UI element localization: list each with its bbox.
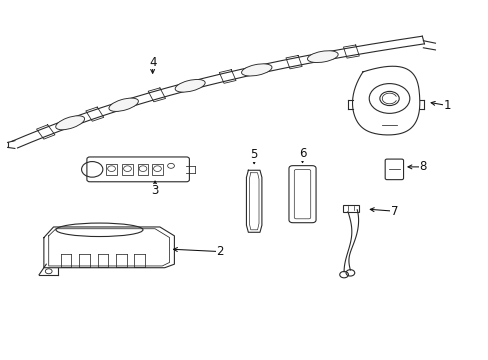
Text: 1: 1	[443, 99, 450, 112]
Text: 8: 8	[419, 161, 426, 174]
Bar	[343, 205, 358, 212]
Ellipse shape	[241, 64, 271, 76]
Bar	[106, 164, 117, 175]
Text: 2: 2	[216, 245, 224, 258]
Ellipse shape	[56, 116, 84, 130]
Bar	[122, 164, 133, 175]
Text: 3: 3	[151, 184, 159, 197]
Text: 6: 6	[298, 147, 305, 160]
Text: 7: 7	[390, 205, 397, 218]
Bar	[152, 164, 163, 175]
Ellipse shape	[307, 51, 338, 63]
Bar	[138, 164, 148, 175]
Ellipse shape	[109, 98, 138, 111]
Text: 5: 5	[250, 148, 257, 161]
Text: 4: 4	[148, 56, 156, 69]
Ellipse shape	[175, 80, 205, 92]
